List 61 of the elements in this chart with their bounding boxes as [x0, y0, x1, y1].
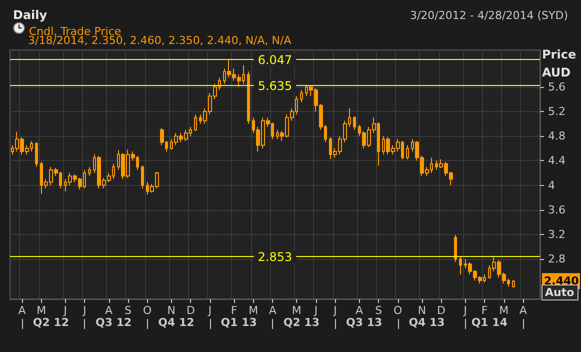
x-tick-label: N	[167, 304, 176, 317]
x-tick-label: Q1 14	[471, 316, 508, 329]
x-tick-label: Q1 13	[220, 316, 257, 329]
candlestick	[406, 144, 409, 160]
candlestick	[88, 166, 91, 177]
x-tick-label: J	[207, 304, 212, 317]
x-tick-label: Q4 13	[408, 316, 445, 329]
x-tick-label: O	[142, 304, 152, 317]
x-tick-label: J	[82, 304, 86, 317]
y-tick-label: 5.6	[548, 80, 566, 94]
candlestick	[353, 116, 356, 130]
candlestick	[454, 234, 457, 263]
candlestick	[141, 165, 144, 189]
x-tick-label: N	[418, 304, 426, 317]
candlestick	[194, 114, 197, 132]
x-tick-label: M	[292, 304, 302, 317]
chart-title: Daily	[13, 8, 48, 22]
x-tick-label: D	[436, 304, 446, 317]
x-tick-label: S	[124, 304, 132, 317]
candlestick	[247, 71, 250, 124]
y-tick-label: 4	[548, 178, 555, 192]
candlestick	[459, 255, 462, 275]
candlestick	[512, 279, 515, 288]
y-tick-label: 2.8	[548, 252, 566, 266]
x-tick-label: A	[268, 304, 277, 317]
x-tick-label: J	[332, 304, 337, 317]
candlestick	[300, 89, 303, 103]
candlestick	[35, 142, 38, 168]
x-tick-label: M	[248, 304, 258, 317]
y-tick-label: 3.6	[548, 203, 566, 216]
y-tick-label: 5.2	[548, 104, 566, 118]
x-tick-label: A	[105, 304, 114, 317]
x-tick-label: Q3 12	[96, 316, 132, 329]
x-tick-label: S	[375, 304, 382, 317]
x-tick-label: J	[462, 304, 467, 317]
x-tick-label: F	[230, 304, 238, 317]
text: 3/18/2014, 2.350, 2.460, 2.350, 2.440, N/A, N/A	[28, 34, 292, 47]
x-tick-label: A	[356, 304, 364, 317]
x-tick-label: Q3 13	[346, 316, 382, 329]
ref-line-label: 5.635	[258, 79, 292, 94]
x-tick-label: F	[481, 304, 488, 317]
x-tick-label: J	[313, 304, 318, 317]
ref-line-label: 6.047	[258, 53, 292, 68]
text: Auto	[545, 286, 575, 299]
y-tick-label: 4.4	[548, 154, 566, 168]
x-tick-label: M	[499, 304, 509, 317]
annotation: 2.440	[544, 274, 580, 288]
chart-subtitle: 3/20/2012 - 4/28/2014 (SYD)	[410, 9, 568, 22]
y-axis-title: Price AUD	[542, 47, 576, 80]
x-tick-label: A	[18, 304, 26, 317]
x-tick-label: Q2 13	[283, 316, 320, 329]
x-tick-label: J	[62, 304, 68, 317]
x-tick-label: Q4 12	[158, 316, 194, 329]
y-tick-label: 4.8	[548, 130, 566, 143]
ref-line-label: 2.853	[258, 250, 292, 264]
x-tick-label: M	[36, 304, 46, 317]
x-tick-label: A	[519, 304, 528, 317]
x-tick-label: Q2 12	[32, 316, 70, 329]
y-tick-label: 3.2	[548, 228, 566, 241]
x-tick-label: O	[394, 304, 403, 317]
x-tick-label: D	[186, 304, 195, 317]
